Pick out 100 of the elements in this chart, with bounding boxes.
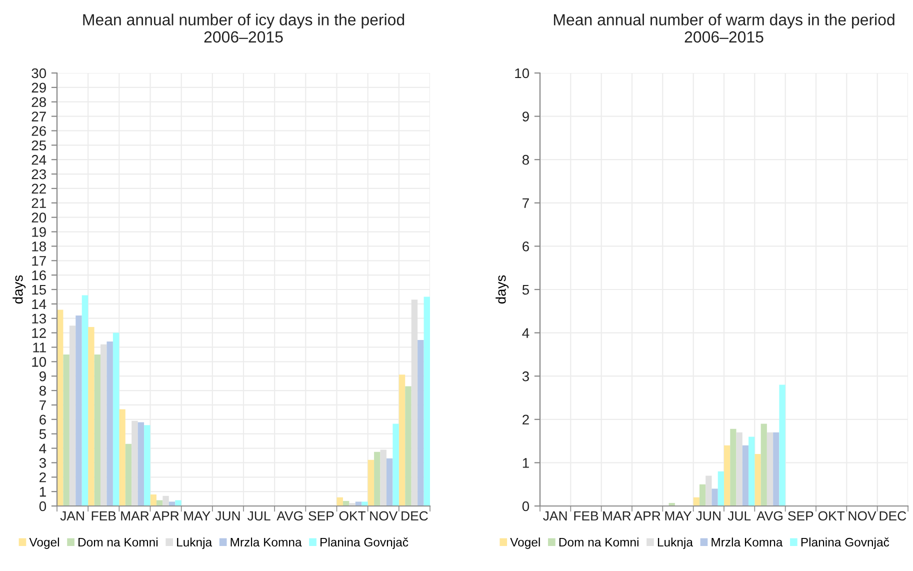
x-tick-label: FEB [574,511,598,520]
y-tick-label: 9 [522,112,529,122]
y-tick-label: 27 [32,112,46,122]
y-tick-label: 28 [32,97,46,108]
bar [374,452,380,506]
y-tick-label: 7 [522,198,529,208]
y-tick-label: 4 [39,444,46,454]
bar [94,354,101,506]
legend-label: Planina Govnjač [320,538,408,549]
bar [760,424,767,506]
bar [398,374,406,506]
y-tick-label: 9 [40,371,46,382]
x-tick-label: OKT [818,511,845,521]
x-tick-label: FEB [92,511,116,520]
y-tick-label: 24 [32,154,46,165]
bar [742,445,749,506]
y-tick-label: 13 [32,314,46,324]
y-tick-label: 11 [33,342,46,352]
bar [88,327,94,506]
bar [712,488,718,506]
bar [424,296,430,506]
bar [730,428,736,506]
bar [63,354,70,506]
y-tick-label: 26 [32,126,46,136]
bar [748,436,755,506]
chart-title: Mean annual number of icy days in the period 2006–2015 [83,14,404,43]
x-tick-label: AVG [276,511,303,521]
y-tick-label: 10 [32,357,46,367]
y-tick-label: 29 [32,82,46,93]
y-tick-label: 8 [39,386,46,396]
legend-label: Dom na Komni [559,538,638,547]
y-axis-title: days [12,275,26,304]
y-tick-label: 23 [32,169,46,180]
bar [405,386,412,506]
y-tick-label: 17 [32,256,46,266]
y-tick-label: 14 [32,299,46,309]
y-tick-label: 6 [40,414,46,425]
y-tick-label: 1 [522,458,529,468]
bar [156,500,163,506]
x-tick-label: APR [634,511,660,520]
x-tick-label: JUL [248,511,270,521]
x-tick-label: DEC [880,511,906,521]
bar [138,422,144,506]
x-tick-label: JUN [696,511,720,521]
x-tick-label: DEC [402,511,428,521]
y-tick-label: 2 [522,414,529,424]
x-tick-label: MAR [121,511,149,520]
y-tick-label: 4 [522,328,530,338]
bar [773,432,780,506]
y-tick-label: 5 [39,429,46,440]
x-tick-label: OKT [339,511,366,521]
x-tick-label: NOV [370,511,398,521]
legend-label: Vogel [29,538,59,549]
bar [699,484,706,506]
y-tick-label: 8 [522,154,529,165]
bar [76,315,82,506]
legend-label: Mrzla Komna [712,538,783,547]
bar [754,454,761,506]
x-tick-label: JAN [543,511,567,521]
y-tick-label: 22 [32,184,46,194]
y-tick-label: 10 [515,68,530,78]
bar [144,425,150,506]
x-tick-label: SEP [788,511,814,521]
legend-label: Planina Govnjač [801,538,890,549]
y-tick-label: 21 [32,198,46,208]
legend-label: Vogel [510,538,540,549]
bar [693,497,700,506]
x-tick-label: AVG [756,511,782,521]
y-tick-label: 19 [32,227,46,237]
legend-label: Mrzla Komna [230,538,302,547]
x-tick-label: MAY [184,511,210,520]
bar [724,445,730,506]
bar [125,444,132,506]
y-tick-label: 0 [522,501,530,512]
y-tick-label: 30 [32,68,46,78]
y-tick-label: 1 [40,487,46,497]
y-tick-label: 5 [522,284,529,295]
y-tick-label: 6 [522,242,529,252]
legend-label: Dom na Komni [78,538,158,547]
bar [106,341,113,506]
bar [418,340,424,506]
bar [362,502,368,506]
y-tick-label: 7 [40,400,46,410]
bar [766,432,774,506]
bar [779,384,786,506]
bar [175,500,182,506]
x-tick-label: SEP [308,511,334,521]
x-tick-label: APR [152,511,179,520]
bar [368,460,374,506]
bar [82,295,88,506]
bar [386,458,393,506]
y-tick-label: 16 [32,270,46,280]
y-tick-label: 15 [32,284,46,295]
y-axis-title: days [496,275,509,304]
y-tick-label: 20 [32,212,46,223]
x-tick-label: JUL [728,511,751,521]
bar [119,409,126,506]
y-tick-label: 3 [39,458,46,468]
x-tick-label: JUN [215,511,240,521]
legend-label: Luknja [658,538,693,549]
